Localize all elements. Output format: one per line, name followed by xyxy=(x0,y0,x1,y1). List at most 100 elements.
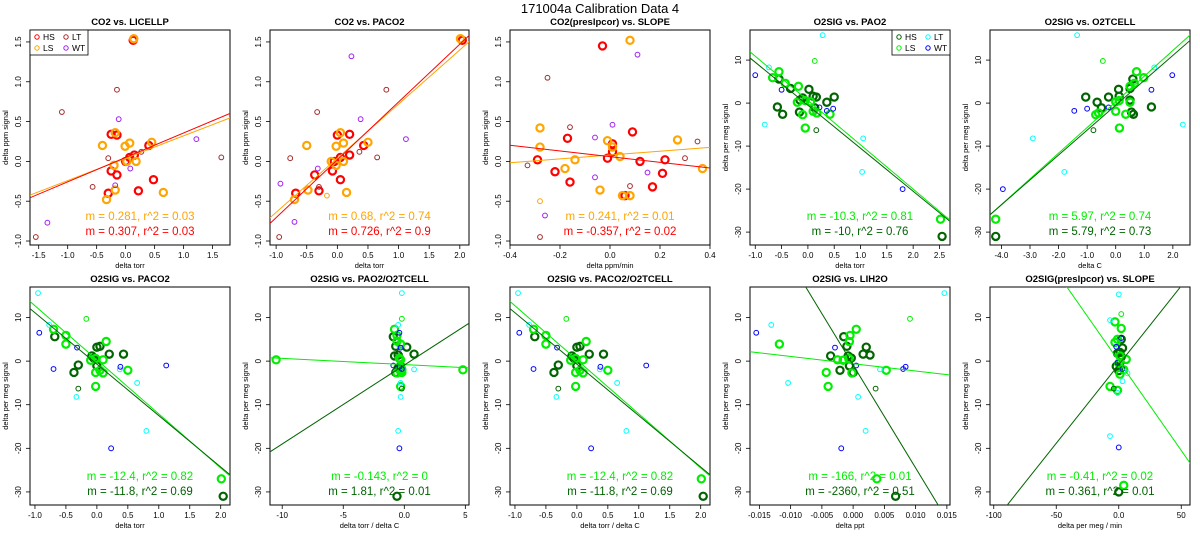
data-point-lt xyxy=(860,135,867,142)
data-point-lt xyxy=(1119,378,1126,385)
panel-title: O2SIG vs. PAO2 xyxy=(814,17,887,28)
panel-9: O2SIG vs. LIH2O -0.015 -0.010 -0.005 0.000 0.… xyxy=(721,274,957,530)
data-point-wt xyxy=(592,174,598,181)
legend-box xyxy=(29,29,89,56)
data-point-lt xyxy=(116,366,123,373)
x-axis-label: delta ppm/min xyxy=(586,261,633,270)
data-point-hs xyxy=(813,127,820,134)
data-point-hs xyxy=(660,155,670,165)
y-axis-label: delta per meg signal xyxy=(961,103,970,171)
data-point-ls xyxy=(1131,67,1142,77)
y-tick-label: 0 xyxy=(734,100,743,105)
fit-annotation-hs: m = 1.81, r^2 = 0.01 xyxy=(328,486,431,498)
data-point-wt xyxy=(634,51,641,58)
data-point-ls xyxy=(120,141,130,151)
y-tick-label: 1.5 xyxy=(14,36,23,48)
data-point-hs xyxy=(148,175,159,185)
data-point-wt xyxy=(163,362,170,369)
plot-area xyxy=(750,287,950,505)
x-tick-label: -4.0 xyxy=(995,251,1009,260)
data-point-ls xyxy=(792,97,803,107)
data-point-wt xyxy=(753,329,760,336)
y-tick-label: 0.0 xyxy=(14,155,23,167)
y-tick-label: 0.5 xyxy=(254,115,263,127)
y-tick-label: -20 xyxy=(974,183,983,195)
y-tick-label: 0.5 xyxy=(494,115,503,127)
y-tick-label: -30 xyxy=(974,486,983,498)
data-point-wt xyxy=(1084,105,1091,112)
data-point-hs xyxy=(835,365,845,375)
data-point-ls xyxy=(302,140,312,151)
data-point-ls xyxy=(607,142,618,152)
plot-area xyxy=(270,290,469,501)
legend-marker-lt xyxy=(63,34,69,40)
data-point-ls xyxy=(1111,106,1121,116)
data-point-lt xyxy=(35,290,41,297)
x-tick-label: -0.5 xyxy=(300,251,314,260)
data-point-ls xyxy=(324,192,330,199)
y-tick-label: -30 xyxy=(734,226,743,238)
y-tick-label: -20 xyxy=(254,442,263,454)
data-point-lt xyxy=(314,109,321,115)
data-point-ls xyxy=(625,190,635,201)
legend-label-hs: HS xyxy=(905,32,917,42)
data-point-ls xyxy=(1121,109,1131,119)
data-point-wt xyxy=(643,362,650,369)
x-tick-label: 2.0 xyxy=(695,511,707,520)
data-point-ls xyxy=(767,73,778,83)
data-point-lt xyxy=(1074,32,1081,39)
x-tick-label: -1.0 xyxy=(748,251,762,260)
data-point-hs xyxy=(549,367,559,378)
data-point-lt xyxy=(395,322,402,328)
fit-line-hs xyxy=(270,322,469,453)
data-point-wt xyxy=(1113,343,1120,350)
data-point-lt xyxy=(134,380,141,386)
data-point-lt xyxy=(374,154,381,161)
data-point-ls xyxy=(672,135,683,145)
y-tick-label: -20 xyxy=(734,442,743,454)
x-tick-label: 0.0 xyxy=(91,511,103,520)
data-point-hs xyxy=(1114,487,1124,497)
data-point-ls xyxy=(338,138,349,148)
fit-annotation-ls: m = 0.68, r^2 = 0.74 xyxy=(328,211,431,223)
data-point-lt xyxy=(143,427,150,434)
data-point-hs xyxy=(822,97,832,107)
data-point-hs xyxy=(804,84,814,95)
data-point-lt xyxy=(682,155,688,162)
x-tick-label: 0.010 xyxy=(906,511,927,520)
data-point-wt xyxy=(830,105,837,112)
data-point-ls xyxy=(991,214,1001,224)
data-point-hs xyxy=(50,332,60,342)
x-axis-label: delta ppt xyxy=(836,521,866,530)
y-tick-label: 0 xyxy=(974,100,983,105)
fit-line-ls xyxy=(270,357,469,369)
data-point-lt xyxy=(1179,121,1186,128)
x-axis-label: delta torr xyxy=(355,261,385,270)
x-tick-label: 0.0 xyxy=(120,251,132,260)
data-point-wt xyxy=(838,445,845,452)
data-point-ls xyxy=(823,381,833,392)
data-point-ls xyxy=(331,141,341,151)
data-point-hs xyxy=(391,341,401,351)
data-point-wt xyxy=(1105,104,1112,111)
fit-annotation-ls: m = -166, r^2 = 0.01 xyxy=(808,471,911,483)
y-tick-label: -10 xyxy=(974,140,983,152)
data-point-hs xyxy=(309,170,320,180)
data-point-ls xyxy=(458,365,468,375)
x-tick-label: -100 xyxy=(986,511,1003,520)
data-point-lt xyxy=(46,322,53,328)
plot-area xyxy=(1006,287,1190,505)
data-point-ls xyxy=(1091,110,1101,120)
data-point-ls xyxy=(97,140,108,151)
data-point-ls xyxy=(570,155,580,165)
y-axis-label: delta ppm signal xyxy=(241,110,250,165)
data-point-wt xyxy=(390,362,397,369)
data-point-hs xyxy=(1092,97,1102,107)
y-tick-label: 10 xyxy=(734,55,743,64)
data-point-lt xyxy=(1114,390,1121,396)
data-point-wt xyxy=(108,445,115,452)
data-point-ls xyxy=(847,368,857,378)
x-tick-label: -0.010 xyxy=(779,511,802,520)
data-point-ls xyxy=(793,81,804,92)
plot-frame xyxy=(269,286,470,506)
